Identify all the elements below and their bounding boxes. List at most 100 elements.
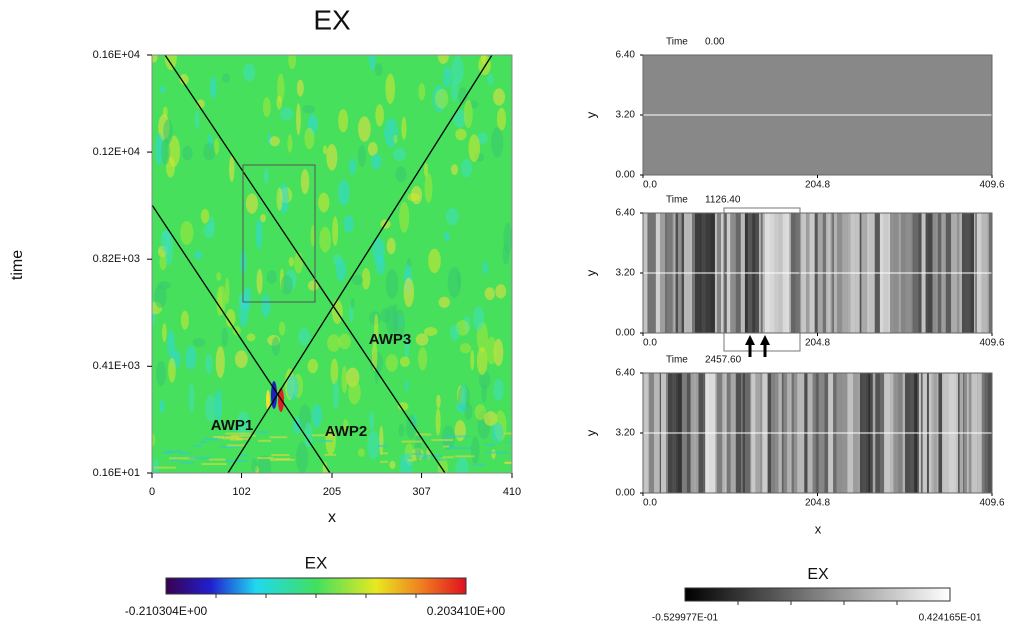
y-tick-label: 3.20 bbox=[616, 268, 636, 279]
texture-blob bbox=[256, 268, 263, 295]
texture-blob bbox=[160, 138, 171, 165]
y-tick-label: 0.16E+01 bbox=[93, 467, 140, 479]
noise-band bbox=[225, 432, 251, 435]
colorbar bbox=[684, 587, 951, 602]
texture-blob bbox=[310, 224, 316, 247]
texture-blob bbox=[222, 73, 230, 83]
texture-blob bbox=[336, 258, 347, 282]
y-tick-label: 0.16E+04 bbox=[93, 49, 140, 61]
noise-band bbox=[169, 457, 196, 460]
texture-blob bbox=[255, 218, 263, 250]
texture-blob bbox=[397, 402, 409, 411]
texture-blob bbox=[307, 358, 319, 374]
texture-blob bbox=[495, 284, 507, 299]
noise-band bbox=[269, 436, 288, 439]
y-tick-label: 0.12E+04 bbox=[93, 146, 140, 158]
time-label: Time bbox=[666, 355, 688, 366]
y-tick-label: 0.00 bbox=[616, 170, 636, 181]
texture-blob bbox=[180, 221, 194, 245]
texture-blob bbox=[456, 401, 467, 413]
x-tick-label: 102 bbox=[232, 486, 250, 498]
texture-blob bbox=[367, 430, 380, 460]
texture-blob bbox=[385, 354, 398, 372]
x-tick-label: 409.6 bbox=[979, 498, 1004, 509]
texture-blob bbox=[348, 157, 357, 175]
texture-blob bbox=[304, 127, 315, 150]
texture-blob bbox=[436, 394, 441, 409]
colorbar-title: EX bbox=[305, 553, 328, 572]
noise-band bbox=[231, 428, 240, 431]
noise-band bbox=[415, 433, 432, 436]
texture-blob bbox=[379, 425, 384, 456]
texture-blob bbox=[210, 75, 217, 100]
wave-path-line bbox=[152, 204, 331, 473]
texture-blob bbox=[260, 294, 271, 318]
texture-blob bbox=[485, 336, 498, 365]
x-tick-label: 204.8 bbox=[805, 498, 830, 509]
texture-blob bbox=[385, 268, 399, 299]
noise-band bbox=[421, 454, 443, 457]
texture-blob bbox=[166, 330, 176, 358]
x-tick-label: 0.0 bbox=[643, 180, 657, 191]
texture-blob bbox=[343, 215, 354, 233]
annotation: AWP3 bbox=[369, 331, 412, 348]
texture-blob bbox=[180, 310, 189, 330]
texture-blob bbox=[311, 404, 322, 428]
noise-band bbox=[200, 440, 207, 443]
texture-blob bbox=[188, 383, 195, 414]
time-label: Time bbox=[666, 37, 688, 48]
texture-blob bbox=[338, 179, 350, 206]
texture-blob bbox=[277, 73, 285, 103]
texture-blob bbox=[418, 82, 426, 101]
texture-blob bbox=[404, 334, 410, 359]
texture-blob bbox=[399, 201, 410, 233]
noise-band bbox=[226, 444, 247, 447]
texture-blob bbox=[463, 99, 473, 129]
texture-blob bbox=[493, 88, 506, 106]
texture-blob bbox=[474, 404, 487, 421]
texture-blob bbox=[350, 297, 355, 310]
noise-band bbox=[189, 456, 212, 459]
texture-blob bbox=[348, 380, 361, 405]
texture-blob bbox=[213, 138, 220, 155]
texture-blob bbox=[287, 134, 293, 153]
texture-blob bbox=[159, 253, 167, 271]
noise-band bbox=[504, 461, 512, 464]
texture-blob bbox=[341, 365, 348, 394]
noise-band bbox=[164, 450, 183, 453]
noise-band bbox=[324, 453, 336, 456]
texture-blob bbox=[484, 287, 495, 301]
x-tick-label: 409.6 bbox=[979, 180, 1004, 191]
texture-blob bbox=[298, 327, 311, 346]
texture-blob bbox=[262, 97, 271, 118]
noise-band bbox=[257, 457, 274, 460]
texture-blob bbox=[278, 321, 286, 336]
x-tick-label: 205 bbox=[323, 486, 341, 498]
y-axis-label: time bbox=[9, 250, 26, 280]
y-tick-label: 6.40 bbox=[616, 50, 636, 61]
texture-blob bbox=[236, 411, 250, 436]
texture-blob bbox=[280, 107, 293, 121]
texture-blob bbox=[215, 346, 225, 379]
texture-blob bbox=[423, 327, 438, 336]
x-tick-label: 0.0 bbox=[643, 498, 657, 509]
texture-blob bbox=[375, 256, 386, 275]
texture-blob bbox=[447, 266, 462, 299]
x-axis-label: x bbox=[815, 521, 822, 536]
texture-blob bbox=[453, 109, 467, 128]
texture-blob bbox=[203, 223, 215, 239]
noise-band bbox=[202, 438, 222, 441]
y-tick-label: 6.40 bbox=[616, 368, 636, 379]
noise-band bbox=[431, 439, 454, 442]
texture-blob bbox=[361, 267, 371, 290]
noise-band bbox=[153, 466, 176, 469]
texture-blob bbox=[418, 347, 428, 371]
texture-blob bbox=[455, 456, 469, 473]
annotation: AWP2 bbox=[325, 423, 368, 440]
arrow-head bbox=[760, 335, 770, 345]
texture-blob bbox=[438, 296, 451, 308]
texture-blob bbox=[322, 145, 328, 155]
texture-blob bbox=[404, 380, 409, 391]
texture-blob bbox=[371, 153, 382, 170]
texture-blob bbox=[216, 272, 222, 281]
